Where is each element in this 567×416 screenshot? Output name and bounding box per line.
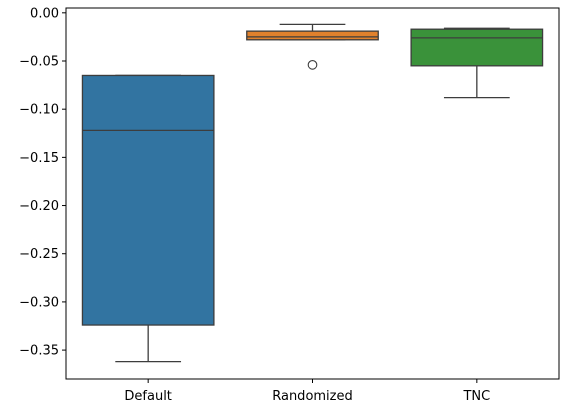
x-tick-label: Default [124, 389, 172, 404]
y-tick-label: −0.05 [19, 55, 59, 70]
y-tick-label: −0.35 [19, 344, 59, 359]
y-tick-label: −0.20 [19, 199, 59, 214]
plot-frame [65, 7, 560, 380]
x-tick-label: Randomized [272, 389, 353, 404]
y-axis: 0.00 −0.05 −0.10 −0.15 −0.20 −0.25 −0.30 −0.35 [19, 6, 66, 359]
outlier-point [307, 60, 318, 70]
y-tick-label: −0.25 [19, 247, 59, 262]
y-tick-label: −0.10 [19, 103, 59, 118]
y-tick-label: −0.15 [19, 151, 59, 166]
plot-area [81, 23, 544, 363]
box-group-randomized [246, 23, 379, 70]
y-tick-label: −0.30 [19, 295, 59, 310]
box-iqr [410, 28, 544, 67]
x-tick-label: TNC [462, 389, 490, 404]
box-group-tnc [410, 27, 544, 99]
x-axis: Default Randomized TNC [124, 379, 490, 404]
box-iqr [246, 30, 379, 41]
box-iqr [81, 74, 215, 326]
box-group-default [81, 74, 215, 363]
y-tick-label: 0.00 [30, 6, 59, 21]
